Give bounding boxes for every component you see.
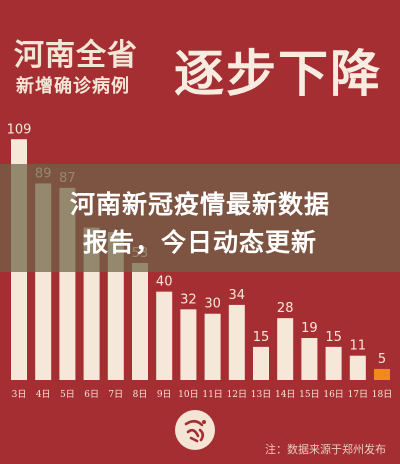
data-label-14日: 28 [277, 301, 294, 316]
data-label-9日: 40 [156, 275, 173, 290]
data-label-18日: 5 [378, 352, 386, 367]
bar-10日 [180, 309, 197, 380]
banner-line-1: 河南新冠疫情最新数据 [69, 190, 330, 219]
bar-15日 [301, 338, 318, 380]
bar-13日 [253, 346, 269, 380]
data-label-10日: 32 [180, 292, 197, 307]
tick-label-8日: 8日 [133, 389, 148, 400]
tick-label-15日: 15日 [299, 389, 319, 400]
tick-label-12日: 12日 [227, 389, 247, 400]
title-main: 逐步下降 [174, 45, 382, 103]
bar-16日 [325, 346, 342, 380]
tick-label-13日: 13日 [251, 389, 271, 400]
tick-label-14日: 14日 [275, 389, 295, 400]
bar-8日 [132, 262, 148, 380]
tick-label-3日: 3日 [12, 389, 27, 400]
bar-18日 [374, 368, 390, 380]
data-label-12日: 34 [229, 288, 246, 303]
banner-line-2: 报告，今日动态更新 [82, 228, 317, 257]
data-label-15日: 19 [301, 321, 318, 336]
tick-label-10日: 10日 [178, 389, 198, 400]
tick-label-17日: 17日 [348, 389, 368, 400]
tick-label-18日: 18日 [372, 389, 392, 400]
data-label-17日: 11 [350, 339, 367, 354]
bar-12日 [228, 304, 245, 380]
banner-text: 河南新冠疫情最新数据 报告，今日动态更新 [0, 186, 400, 262]
title-line-1: 河南全省 [14, 38, 138, 73]
bar-17日 [349, 355, 366, 380]
data-label-11日: 30 [204, 297, 221, 312]
tick-label-5日: 5日 [60, 389, 75, 400]
tick-label-6日: 6日 [84, 389, 99, 400]
overlay-banner: 河南新冠疫情最新数据 报告，今日动态更新 [0, 164, 400, 272]
publisher-logo-icon [175, 410, 215, 450]
data-label-16日: 15 [325, 330, 342, 345]
tick-label-11日: 11日 [202, 389, 222, 400]
tick-label-4日: 4日 [36, 389, 51, 400]
bar-14日 [277, 318, 294, 380]
bar-9日 [156, 291, 173, 380]
bar-11日 [204, 313, 221, 380]
title-line-2: 新增确诊病例 [16, 76, 130, 97]
tick-label-9日: 9日 [157, 389, 172, 400]
tick-label-7日: 7日 [108, 389, 123, 400]
source-note: 注：数据来源于郑州发布 [265, 443, 386, 456]
header: 河南全省 新增确诊病例 逐步下降 [0, 0, 400, 112]
data-label-3日: 109 [7, 122, 32, 137]
data-label-13日: 15 [253, 330, 270, 345]
tick-label-16日: 16日 [323, 389, 343, 400]
